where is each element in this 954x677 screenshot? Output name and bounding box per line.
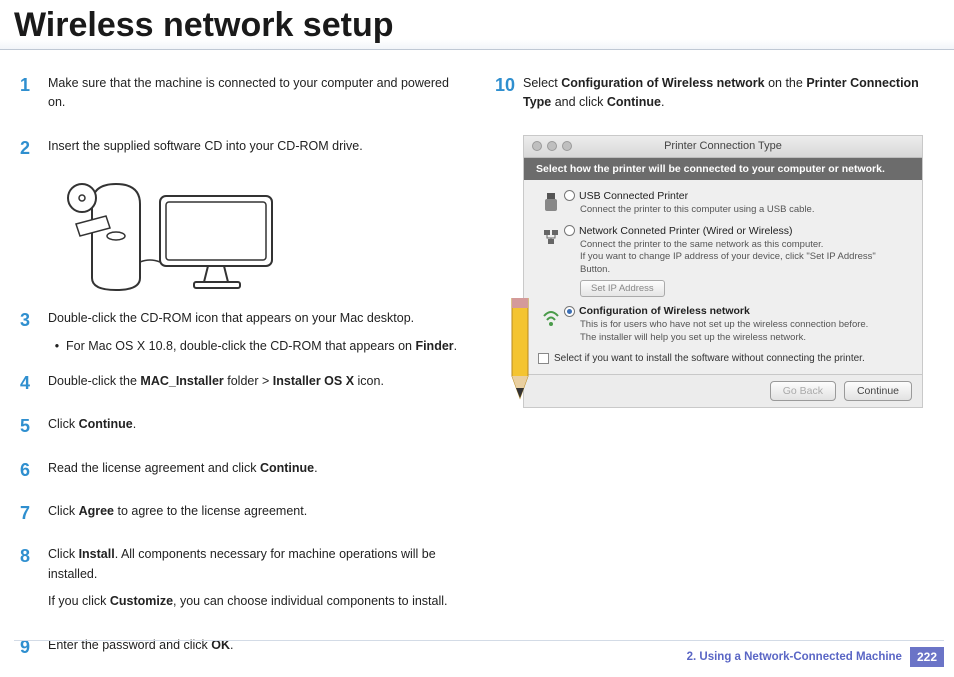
step-text: Double-click the CD-ROM icon that appear… — [48, 309, 465, 328]
step-text: Click Continue. — [48, 415, 465, 434]
step-number: 10 — [489, 72, 523, 100]
step-text: Double-click the MAC_Installer folder > … — [48, 372, 465, 391]
window-controls — [532, 141, 572, 151]
step-7: 7 Click Agree to agree to the license ag… — [14, 500, 465, 529]
page-number: 222 — [910, 647, 944, 667]
step-3-bullet: • For Mac OS X 10.8, double-click the CD… — [48, 337, 465, 356]
dialog-titlebar: Printer Connection Type — [524, 136, 922, 158]
option-desc: Connect the printer to the same network … — [580, 239, 908, 277]
step-number: 5 — [14, 413, 48, 441]
option-network[interactable]: Network Conneted Printer (Wired or Wirel… — [538, 225, 908, 297]
left-column: 1 Make sure that the machine is connecte… — [14, 72, 465, 677]
go-back-button[interactable]: Go Back — [770, 381, 836, 401]
option-usb[interactable]: USB Connected Printer Connect the printe… — [538, 190, 908, 217]
dialog-title: Printer Connection Type — [524, 140, 922, 152]
step-number: 6 — [14, 457, 48, 485]
radio-wireless[interactable] — [564, 306, 575, 317]
bullet-text: For Mac OS X 10.8, double-click the CD-R… — [66, 337, 457, 356]
checkbox-label: Select if you want to install the softwa… — [554, 353, 865, 364]
option-wireless-config[interactable]: Configuration of Wireless network This i… — [538, 305, 908, 345]
step-text: Read the license agreement and click Con… — [48, 459, 465, 478]
radio-network[interactable] — [564, 225, 575, 236]
radio-usb[interactable] — [564, 190, 575, 201]
step-number: 1 — [14, 72, 48, 100]
dialog-body: USB Connected Printer Connect the printe… — [524, 180, 922, 374]
chapter-label: 2. Using a Network-Connected Machine — [687, 651, 902, 663]
footer-divider — [14, 640, 944, 641]
set-ip-button[interactable]: Set IP Address — [580, 280, 665, 297]
step-9: 9 Enter the password and click OK. — [14, 634, 465, 663]
page-title: Wireless network setup — [0, 0, 954, 50]
page-footer: 2. Using a Network-Connected Machine 222 — [687, 647, 944, 667]
step-number: 4 — [14, 370, 48, 398]
content-columns: 1 Make sure that the machine is connecte… — [0, 50, 954, 677]
step-3: 3 Double-click the CD-ROM icon that appe… — [14, 307, 465, 356]
step-text: Click Install. All components necessary … — [48, 545, 465, 584]
option-label: USB Connected Printer — [579, 190, 688, 202]
usb-icon — [538, 190, 564, 213]
step-1: 1 Make sure that the machine is connecte… — [14, 72, 465, 121]
step-10: 10 Select Configuration of Wireless netw… — [489, 72, 940, 121]
wifi-icon — [538, 305, 564, 328]
option-desc: This is for users who have not set up th… — [580, 319, 908, 345]
step-text-extra: If you click Customize, you can choose i… — [48, 592, 465, 611]
step-text: Insert the supplied software CD into you… — [48, 137, 465, 156]
checkbox[interactable] — [538, 353, 549, 364]
step-5: 5 Click Continue. — [14, 413, 465, 442]
network-icon — [538, 225, 564, 248]
option-label: Configuration of Wireless network — [579, 305, 750, 317]
step-2: 2 Insert the supplied software CD into y… — [14, 135, 465, 164]
step-number: 2 — [14, 135, 48, 163]
step-4: 4 Double-click the MAC_Installer folder … — [14, 370, 465, 399]
step-number: 8 — [14, 543, 48, 571]
option-desc: Connect the printer to this computer usi… — [580, 204, 908, 217]
continue-button[interactable]: Continue — [844, 381, 912, 401]
step-text: Click Agree to agree to the license agre… — [48, 502, 465, 521]
step-text: Enter the password and click OK. — [48, 636, 465, 655]
option-label: Network Conneted Printer (Wired or Wirel… — [579, 225, 793, 237]
printer-connection-dialog: Printer Connection Type Select how the p… — [523, 135, 923, 408]
install-without-printer-row[interactable]: Select if you want to install the softwa… — [538, 353, 908, 364]
right-column: 10 Select Configuration of Wireless netw… — [489, 72, 940, 677]
bullet-dot: • — [48, 337, 66, 356]
dialog-instruction: Select how the printer will be connected… — [524, 158, 922, 180]
step-text: Make sure that the machine is connected … — [48, 74, 465, 113]
step-number: 7 — [14, 500, 48, 528]
step-number: 3 — [14, 307, 48, 335]
step-6: 6 Read the license agreement and click C… — [14, 457, 465, 486]
step-text: Select Configuration of Wireless network… — [523, 74, 940, 113]
step-number: 9 — [14, 634, 48, 662]
dialog-footer: Go Back Continue — [524, 374, 922, 407]
cd-rom-figure — [48, 178, 465, 303]
step-8: 8 Click Install. All components necessar… — [14, 543, 465, 619]
